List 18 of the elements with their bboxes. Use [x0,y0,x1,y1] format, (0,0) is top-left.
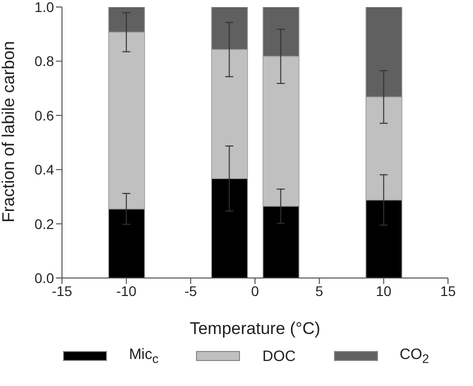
legend-label: CO$_{2}$ [400,346,430,366]
x-tick-label: 15 [440,282,456,299]
y-tick-label: 0.8 [34,53,54,70]
y-tick-label: 0.6 [34,107,54,124]
y-tick-label: 0.4 [34,162,54,178]
y-tick-label: 0.2 [34,216,54,232]
x-tick-label: 5 [315,282,324,299]
y-tick-label: 0.0 [34,270,54,286]
x-tick-label: 0 [251,282,260,299]
y-tick-label: 1.0 [34,0,54,15]
legend-label: DOC [262,348,296,364]
x-tick-label: -5 [184,282,198,299]
x-tick-label: -15 [52,282,72,299]
x-axis-title: Temperature (°C) [190,319,320,338]
x-tick-label: -10 [116,282,137,299]
legend-label: Mic$_{c}$ [128,346,159,366]
x-tick-label: 10 [376,282,392,299]
y-axis-title: Fraction of labile carbon [0,41,18,222]
